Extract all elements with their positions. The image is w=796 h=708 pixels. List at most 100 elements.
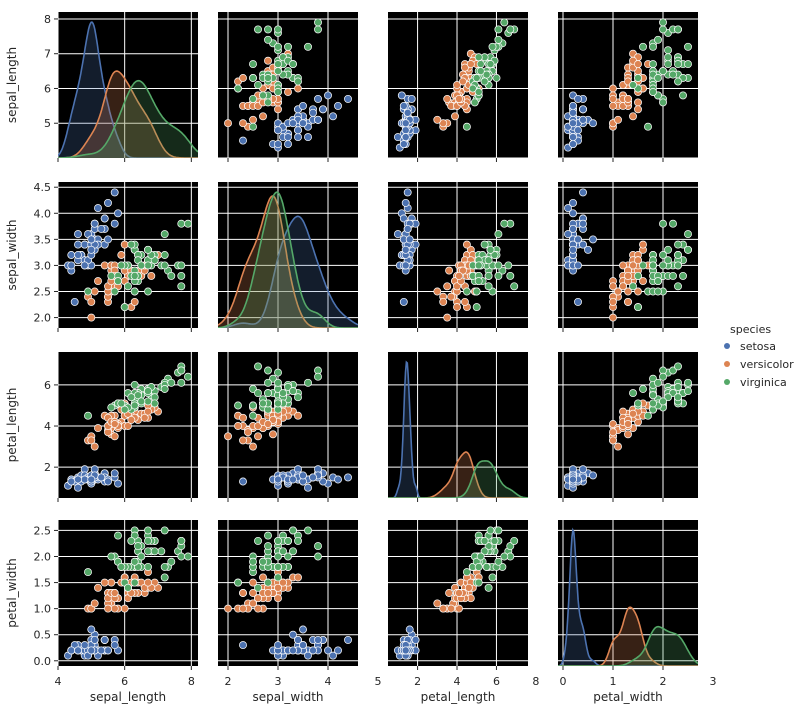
point-virginica (669, 70, 677, 79)
legend-marker-setosa (724, 343, 730, 349)
point-setosa (569, 101, 577, 110)
point-virginica (649, 88, 657, 96)
point-virginica (177, 536, 186, 545)
point-virginica (674, 261, 682, 270)
point-setosa (309, 646, 317, 655)
point-virginica (274, 67, 282, 76)
point-virginica (289, 387, 297, 396)
kde-line-setosa (388, 360, 528, 498)
point-virginica (649, 60, 657, 69)
point-virginica (144, 387, 152, 396)
point-virginica (274, 60, 282, 69)
y-tick-label: 2.5 (34, 286, 52, 299)
point-setosa (289, 475, 297, 484)
point-versicolor (614, 287, 622, 296)
x-tick-label: 4 (325, 675, 332, 688)
point-virginica (470, 98, 479, 107)
x-tick-label: 2 (225, 675, 232, 688)
point-setosa (299, 641, 307, 650)
point-setosa (589, 235, 597, 244)
point-virginica (160, 251, 169, 259)
point-virginica (167, 557, 176, 566)
point-virginica (249, 557, 257, 566)
point-virginica (462, 287, 471, 296)
point-virginica (184, 372, 192, 381)
point-versicolor (624, 271, 632, 280)
point-versicolor (94, 277, 102, 286)
point-virginica (494, 526, 503, 535)
point-virginica (274, 573, 282, 582)
y-axis-label: petal_width (5, 558, 19, 627)
point-virginica (274, 25, 282, 34)
point-virginica (144, 397, 152, 406)
y-tick-label: 3.0 (34, 259, 52, 272)
point-setosa (87, 625, 96, 634)
point-virginica (629, 81, 637, 89)
point-virginica (500, 18, 509, 27)
point-setosa (309, 108, 317, 117)
point-setosa (569, 198, 577, 207)
point-virginica (484, 583, 493, 592)
point-setosa (104, 198, 112, 207)
point-setosa (97, 473, 106, 482)
point-setosa (299, 101, 307, 110)
point-versicolor (453, 81, 461, 89)
point-virginica (289, 547, 297, 556)
point-virginica (474, 578, 483, 587)
point-setosa (403, 108, 412, 117)
point-versicolor (147, 271, 156, 280)
panel-content (224, 18, 352, 152)
point-virginica (264, 378, 272, 387)
point-versicolor (144, 578, 152, 587)
point-virginica (659, 25, 667, 34)
point-setosa (110, 641, 119, 650)
point-versicolor (100, 261, 109, 270)
point-virginica (134, 542, 142, 551)
point-versicolor (453, 303, 461, 312)
point-setosa (80, 641, 89, 650)
point-virginica (160, 385, 169, 393)
point-setosa (579, 219, 587, 228)
point-virginica (249, 122, 257, 131)
point-virginica (669, 271, 677, 280)
point-setosa (90, 219, 99, 228)
point-virginica (634, 303, 642, 312)
point-virginica (274, 42, 282, 51)
point-setosa (299, 119, 307, 128)
point-setosa (294, 126, 302, 135)
point-virginica (649, 399, 657, 408)
point-virginica (274, 399, 282, 408)
point-setosa (584, 245, 592, 254)
point-setosa (67, 251, 76, 259)
point-setosa (294, 133, 302, 142)
point-versicolor (104, 604, 112, 613)
point-versicolor (462, 240, 471, 249)
kde-line-versicolor (218, 195, 358, 328)
point-setosa (289, 119, 297, 128)
legend-label-setosa: setosa (740, 340, 776, 353)
point-setosa (405, 625, 414, 634)
point-setosa (319, 105, 327, 114)
point-virginica (254, 81, 262, 89)
point-virginica (274, 536, 282, 545)
panel-sepal_length-vs-sepal_width (218, 12, 358, 162)
point-virginica (488, 287, 497, 296)
point-versicolor (614, 442, 622, 451)
panel-petal_length-vs-petal_width (558, 352, 698, 502)
point-virginica (674, 362, 682, 371)
point-virginica (476, 67, 485, 76)
panel-content (393, 18, 519, 152)
y-tick-label: 6 (44, 82, 51, 95)
panel-background (388, 352, 528, 498)
point-virginica (480, 547, 489, 556)
point-setosa (401, 245, 410, 254)
point-versicolor (120, 604, 129, 613)
point-setosa (87, 646, 96, 655)
point-setosa (74, 646, 82, 655)
point-virginica (127, 393, 136, 402)
point-versicolor (249, 442, 257, 451)
point-virginica (482, 562, 491, 571)
kde-fill-versicolor (218, 196, 358, 328)
point-virginica (150, 547, 159, 556)
